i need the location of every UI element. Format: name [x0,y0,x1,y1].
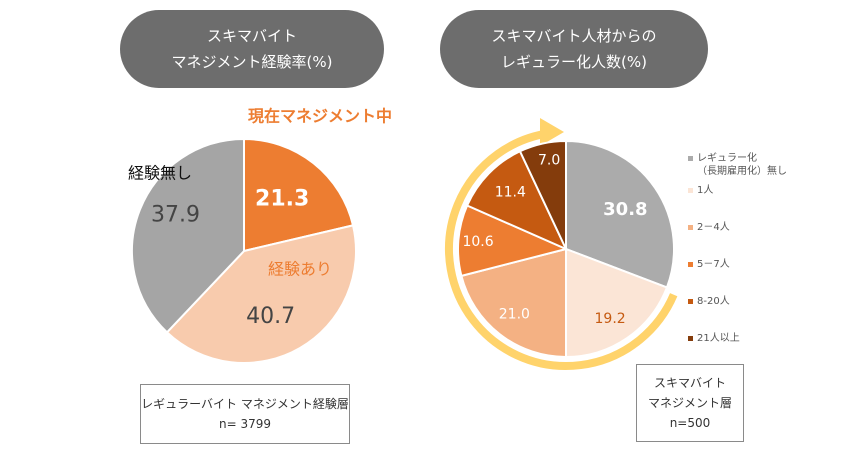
right-pie-value-label-3: 10.6 [462,234,493,250]
left-pie-slice-2 [131,137,245,334]
right-title-line1: スキマバイト人材からの [491,27,657,45]
legend-item: レギュラー化 （長期雇用化）無し [688,152,787,178]
right-pie-value-label-2: 21.0 [499,306,530,322]
legend-label: 5－7人 [697,259,730,270]
right-sample-note: スキマバイト マネジメント層 n=500 [636,364,744,442]
legend-label: 1人 [697,185,714,196]
right-pie-value-label-0: 30.8 [603,199,647,220]
left-pie-value-label-0: 21.3 [255,186,309,211]
legend-swatch [688,299,693,304]
right-chart-legend: レギュラー化 （長期雇用化）無し 1人 2－4人 5－7人 8-20人 21人以上 [688,152,787,345]
legend-label: 8-20人 [697,296,730,307]
right-pie-value-label-4: 11.4 [495,185,526,201]
right-note-line2: マネジメント層 [647,396,732,410]
legend-item: 5－7人 [688,258,787,271]
right-pie-slice-1 [565,247,669,359]
right-title-pill: スキマバイト人材からの レギュラー化人数(%) [440,10,708,88]
right-pie-slice-2 [460,247,567,359]
legend-swatch [688,225,693,230]
right-pie-value-label-5: 7.0 [538,153,560,169]
left-title-pill: スキマバイト マネジメント経験率(%) [120,10,384,88]
left-pie-value-label-1: 40.7 [246,304,295,329]
legend-swatch [688,262,693,267]
left-pie-slice-1 [165,224,357,364]
legend-item: 2－4人 [688,221,787,234]
right-pie-slice-4 [465,149,569,251]
legend-item: 1人 [688,184,787,197]
left-note-line1: レギュラーバイト マネジメント経験層 [141,397,349,411]
right-note-line3: n=500 [669,416,711,430]
left-title-line1: スキマバイト [206,27,297,45]
progress-arrow-arc [445,129,678,370]
arrow-head-icon [540,118,564,146]
annotation-current: 現在マネジメント中 [248,107,392,126]
legend-swatch [688,156,693,161]
left-sample-note: レギュラーバイト マネジメント経験層 n= 3799 [140,384,350,444]
legend-item: 8-20人 [688,295,787,308]
right-pie-slice-5 [518,139,567,250]
left-pie-value-label-2: 37.9 [151,202,200,227]
right-pie-slice-0 [565,139,675,289]
annotation-none: 経験無し [128,164,192,183]
legend-label: レギュラー化 （長期雇用化）無し [697,153,787,177]
left-title-line2: マネジメント経験率(%) [171,53,333,71]
right-note-line1: スキマバイト [653,376,726,390]
right-pie-slice-3 [457,204,570,278]
legend-swatch [688,336,693,341]
legend-label: 2－4人 [697,222,730,233]
left-note-line2: n= 3799 [218,417,271,431]
left-pie-slice-0 [243,137,355,253]
legend-label: 21人以上 [697,333,740,344]
legend-swatch [688,188,693,193]
legend-item: 21人以上 [688,332,787,345]
right-pie-value-label-1: 19.2 [595,311,626,327]
right-title-line2: レギュラー化人数(%) [501,53,647,71]
annotation-experienced: 経験あり [268,260,332,279]
